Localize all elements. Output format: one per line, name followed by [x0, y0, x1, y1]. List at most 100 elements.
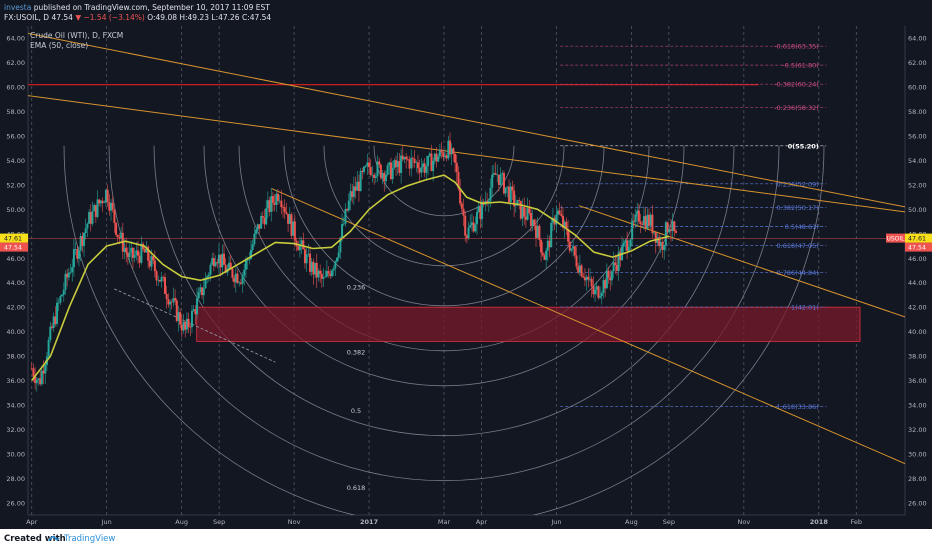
- tradingview-brand[interactable]: TradingView: [64, 534, 116, 544]
- price-chart[interactable]: 26.00 26.00 28.00 28.00 30.00 30.00 32.00 32.00…: [0, 0, 932, 529]
- candle-body: [153, 260, 156, 272]
- candle-body: [35, 379, 38, 384]
- candle-body: [199, 287, 202, 292]
- candle-body: [74, 249, 77, 250]
- candle-body: [93, 205, 96, 212]
- candle-body: [278, 200, 281, 202]
- candle-body: [405, 156, 408, 160]
- candle-body: [447, 140, 450, 159]
- candle-body: [101, 200, 104, 204]
- ema-legend[interactable]: EMA (50, close): [30, 41, 89, 50]
- candle-body: [180, 324, 183, 331]
- candle-body: [309, 253, 312, 272]
- publish-info: investa published on TradingView.com, Se…: [4, 3, 270, 12]
- candle-body: [211, 258, 214, 265]
- candle-body: [39, 378, 42, 385]
- candle-body: [508, 186, 511, 203]
- price-tag-left-sub-bg: [0, 242, 28, 252]
- candle-body: [538, 225, 541, 241]
- symbol-label: FX:USOIL, D: [4, 13, 50, 22]
- y-tick-label-left: 56.00: [6, 133, 25, 141]
- y-tick-label-right: 54.00: [908, 157, 927, 165]
- candle-body: [194, 309, 197, 315]
- y-tick-label-right: 62.00: [908, 59, 927, 67]
- footer-bar: Created with TradingView: [0, 529, 932, 550]
- candle-body: [416, 162, 419, 169]
- candle-body: [528, 208, 531, 214]
- candle-body: [383, 172, 386, 182]
- candle-body: [577, 266, 580, 273]
- candle-body: [653, 232, 656, 234]
- candle-body: [460, 203, 463, 209]
- candle-body: [497, 174, 500, 185]
- y-tick-label-left: 40.00: [6, 328, 25, 336]
- candle-body: [639, 221, 642, 225]
- candle-body: [330, 270, 333, 277]
- candle-body: [104, 189, 107, 203]
- candle-body: [374, 176, 377, 178]
- candle-body: [435, 153, 438, 162]
- fib-level-label: 0.786(44.84): [777, 269, 819, 277]
- candle-body: [607, 270, 610, 278]
- x-tick-label: Aug: [625, 518, 638, 526]
- x-tick-label: Nov: [737, 518, 750, 526]
- candle-body: [160, 276, 163, 282]
- price-change: ▼ −1.54 (−3.14%): [75, 13, 145, 22]
- author-link[interactable]: investa: [4, 3, 32, 12]
- candle-body: [427, 155, 430, 167]
- candle-body: [152, 256, 155, 261]
- candle-body: [352, 186, 355, 197]
- candle-body: [32, 368, 35, 377]
- candle-body: [356, 181, 359, 191]
- candle-body: [437, 156, 440, 162]
- candle-body: [228, 262, 231, 269]
- candle-body: [443, 155, 446, 158]
- candle-body: [540, 240, 543, 253]
- candle-body: [346, 208, 349, 211]
- candle-body: [449, 140, 452, 155]
- candle-body: [99, 200, 102, 204]
- y-tick-label-right: 32.00: [908, 426, 927, 434]
- candle-body: [420, 167, 423, 173]
- candle-body: [408, 159, 411, 169]
- fib-arc-label: 0.5: [351, 407, 361, 415]
- candle-body: [614, 262, 617, 266]
- y-tick-label-left: 64.00: [6, 35, 25, 43]
- candle-body: [136, 250, 139, 256]
- candle-body: [535, 225, 538, 238]
- candle-body: [111, 202, 114, 210]
- candle-body: [115, 223, 118, 235]
- candle-body: [521, 206, 524, 219]
- candle-body: [336, 257, 339, 262]
- candle-body: [344, 208, 347, 224]
- fib-arc-label: 0.618: [347, 484, 366, 492]
- candle-body: [487, 200, 490, 203]
- candle-body: [44, 364, 47, 374]
- chart-legend-title: Crude Oil (WTI), D, FXCM: [30, 31, 124, 40]
- candle-body: [271, 195, 274, 203]
- y-tick-label-left: 26.00: [6, 499, 25, 507]
- fib-arc: [203, 145, 685, 387]
- candle-body: [590, 278, 593, 287]
- candle-body: [609, 277, 612, 281]
- candle-body: [454, 153, 457, 163]
- candle-body: [556, 210, 559, 215]
- fib-level-label: 0.618(47.05): [777, 242, 819, 250]
- y-tick-label-right: 42.00: [908, 304, 927, 312]
- price-tag-sub-bg: [905, 242, 932, 252]
- candle-body: [464, 215, 467, 236]
- candle-body: [664, 222, 667, 246]
- candle-body: [131, 247, 134, 258]
- candle-body: [418, 168, 421, 173]
- candle-body: [201, 287, 204, 296]
- candle-body: [518, 200, 521, 201]
- candle-body: [303, 249, 306, 264]
- y-tick-label-right: 34.00: [908, 401, 927, 409]
- y-tick-label-right: 58.00: [908, 108, 927, 116]
- fib-level-label: 0.382(50.17): [777, 204, 819, 212]
- last-price: 47.54: [51, 13, 73, 22]
- x-tick-label: Sep: [213, 518, 225, 526]
- candle-body: [379, 164, 382, 178]
- candle-body: [56, 302, 59, 324]
- fib-arc-label: 0.382: [347, 348, 366, 356]
